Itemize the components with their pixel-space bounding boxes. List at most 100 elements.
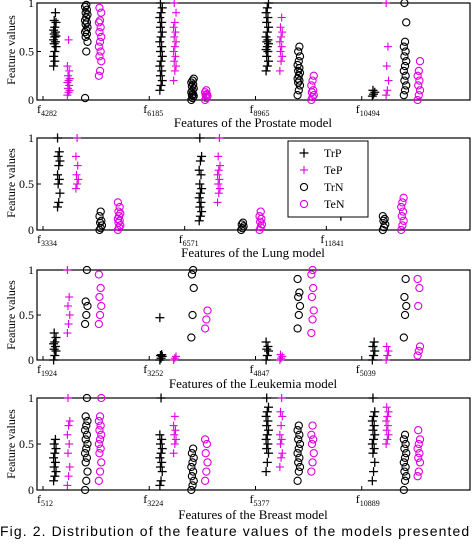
trn-point bbox=[238, 218, 248, 227]
ten-point bbox=[414, 467, 423, 476]
ten-point bbox=[413, 274, 422, 284]
feature-group-4282: f4282 bbox=[37, 0, 106, 118]
feature-group-10889: f10889 bbox=[356, 393, 425, 508]
legend: TrP TeP TrN TeN bbox=[287, 140, 369, 218]
trn-point bbox=[400, 86, 410, 95]
trp-point bbox=[195, 156, 205, 166]
tep-point bbox=[64, 320, 73, 328]
tep-point bbox=[275, 66, 284, 75]
trn-point bbox=[293, 426, 302, 435]
ten-point bbox=[309, 283, 318, 293]
trp-point bbox=[195, 179, 205, 189]
tep-point bbox=[63, 394, 72, 402]
trn-point bbox=[81, 412, 90, 421]
trn-point bbox=[400, 444, 409, 453]
trn-point bbox=[80, 27, 90, 37]
trp-point bbox=[197, 207, 207, 217]
trn-point bbox=[402, 449, 411, 458]
trp-point bbox=[369, 434, 379, 444]
ten-point bbox=[95, 66, 105, 76]
ten-point bbox=[256, 207, 265, 216]
trp-point bbox=[50, 337, 60, 347]
tep-point bbox=[170, 57, 179, 66]
trp-point bbox=[369, 351, 379, 360]
ten-point bbox=[414, 301, 423, 311]
trn-point bbox=[400, 61, 410, 71]
trn-point bbox=[294, 444, 303, 453]
trp-point bbox=[261, 8, 271, 18]
trp-point bbox=[261, 355, 271, 365]
ten-point bbox=[413, 71, 422, 80]
tep-point bbox=[277, 57, 286, 66]
y-tick-label: 0.5 bbox=[19, 177, 34, 191]
feature-label: f4282 bbox=[37, 102, 57, 118]
tep-point bbox=[277, 32, 286, 41]
trn-point bbox=[188, 467, 198, 476]
tep-point bbox=[383, 435, 392, 444]
tep-point bbox=[170, 18, 179, 27]
tep-point bbox=[71, 184, 80, 193]
y-tick-label: 1 bbox=[28, 391, 34, 405]
trn-point bbox=[187, 333, 196, 342]
ten-point bbox=[398, 221, 407, 230]
tep-point bbox=[213, 198, 222, 207]
trp-point bbox=[195, 188, 205, 198]
ten-point bbox=[201, 449, 210, 458]
tep-point bbox=[278, 412, 287, 421]
trn-point bbox=[187, 449, 197, 458]
trn-point bbox=[294, 86, 303, 95]
tep-point bbox=[277, 42, 286, 51]
ten-point bbox=[116, 209, 125, 218]
trn-point bbox=[80, 319, 90, 329]
tep-point bbox=[275, 37, 284, 46]
ten-point bbox=[94, 476, 104, 485]
trn-point bbox=[82, 310, 91, 320]
trn-point bbox=[400, 292, 409, 302]
ten-point bbox=[200, 476, 210, 485]
y-tick-label: 0 bbox=[28, 483, 34, 497]
tep-point bbox=[170, 66, 179, 75]
ten-point bbox=[308, 315, 317, 324]
tep-point bbox=[278, 28, 287, 37]
feature-label: f3224 bbox=[143, 492, 163, 508]
tep-point bbox=[63, 329, 72, 337]
trp-point bbox=[155, 439, 165, 449]
ten-point bbox=[202, 93, 211, 103]
trn-point bbox=[82, 265, 92, 275]
y-tick-label: 1 bbox=[28, 131, 34, 145]
tep-point bbox=[275, 463, 284, 471]
ten-point bbox=[309, 86, 318, 95]
ten-point bbox=[415, 458, 425, 467]
trn-point bbox=[294, 310, 303, 320]
ten-point bbox=[399, 193, 408, 202]
trn-point bbox=[400, 76, 409, 85]
legend-box bbox=[287, 140, 369, 218]
trp-point bbox=[370, 346, 380, 356]
tep-point bbox=[171, 426, 180, 435]
ten-point bbox=[96, 444, 105, 453]
ten-point bbox=[97, 8, 106, 17]
tep-point bbox=[278, 52, 287, 61]
trp-point bbox=[195, 202, 205, 212]
tep-point bbox=[275, 430, 284, 439]
trp-point bbox=[370, 457, 380, 467]
tep-point bbox=[170, 354, 179, 363]
trn-point bbox=[82, 421, 91, 430]
trp-point bbox=[49, 462, 59, 472]
trp-point bbox=[55, 156, 65, 166]
tep-point bbox=[278, 352, 287, 361]
trn-point bbox=[295, 301, 305, 311]
trp-point bbox=[261, 467, 271, 477]
trp-point bbox=[264, 22, 274, 32]
trp-point bbox=[157, 51, 167, 61]
ten-point bbox=[95, 52, 104, 61]
ten-point bbox=[95, 310, 105, 320]
tep-point bbox=[73, 180, 82, 188]
trp-point bbox=[197, 184, 207, 194]
ten-point bbox=[97, 32, 106, 42]
ten-point bbox=[113, 198, 123, 207]
feature-label: f10494 bbox=[356, 102, 380, 118]
trp-point bbox=[369, 411, 379, 421]
ten-point bbox=[307, 430, 316, 439]
legend-label: TrP bbox=[324, 146, 342, 160]
